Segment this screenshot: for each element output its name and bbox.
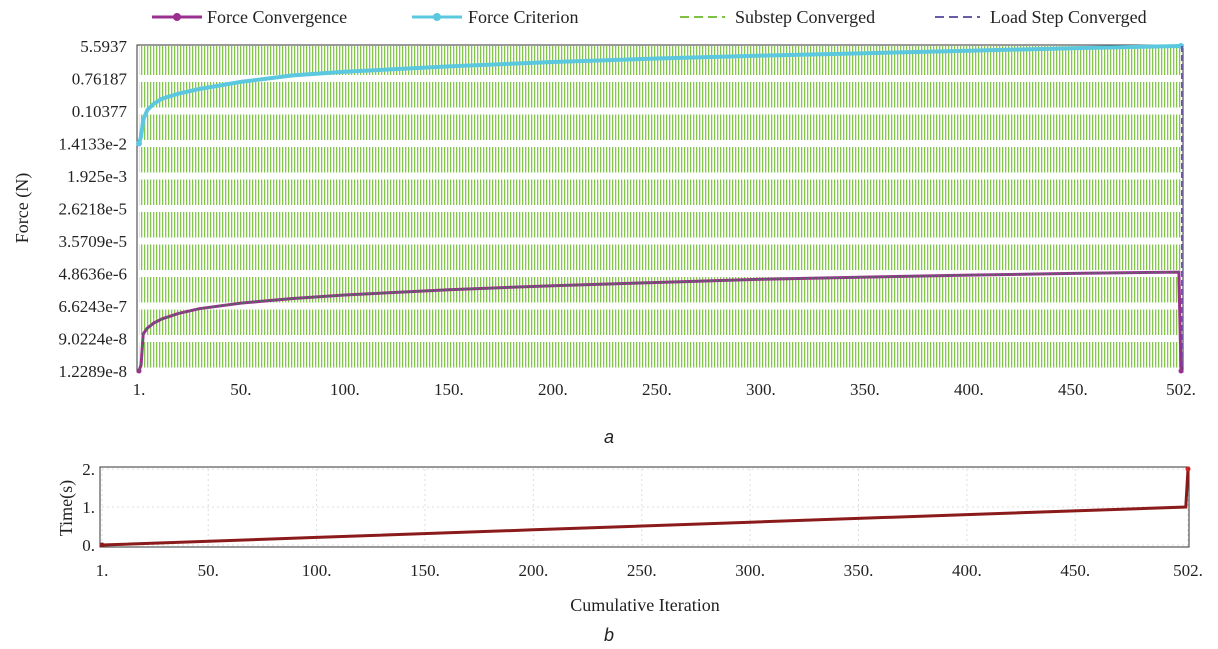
chart-a-y-axis-label: Force (N) (12, 173, 33, 243)
x-tick-label: 400. (954, 380, 984, 399)
x-tick-label: 100. (330, 380, 360, 399)
x-tick-label: 502. (1173, 561, 1203, 580)
panel-label-a: a (604, 427, 614, 447)
legend-label-force-convergence: Force Convergence (207, 7, 347, 27)
y-tick-label: 1.925e-3 (67, 167, 127, 186)
legend-label-force-criterion: Force Criterion (468, 7, 578, 27)
chart-a-x-tick-labels: 1. 50. 100. 150. 200. 250. 300. 350. 400. 450. 502… (133, 380, 1196, 399)
legend-label-substep-converged: Substep Converged (735, 7, 875, 27)
gridline-band (139, 107, 1181, 115)
x-tick-label: 450. (1060, 561, 1090, 580)
legend-item-force-criterion: Force Criterion (412, 7, 578, 27)
legend-item-load-step-converged: Load Step Converged (935, 7, 1147, 27)
chart-a: 5.5937 0.76187 0.10377 1.4133e-2 1.925e-3 2.6… (12, 37, 1196, 447)
x-tick-label: 200. (538, 380, 568, 399)
y-tick-label: 9.0224e-8 (59, 330, 127, 349)
y-tick-label: 1. (82, 498, 95, 517)
y-tick-label: 1.2289e-8 (59, 362, 127, 381)
legend-label-load-step-converged: Load Step Converged (990, 7, 1147, 27)
legend-item-force-convergence: Force Convergence (152, 7, 347, 27)
x-tick-label: 250. (642, 380, 672, 399)
gridline-band (139, 302, 1181, 310)
panel-label-b: b (604, 625, 614, 645)
chart-b: 2.1.0. 1. 50. 100. 150. 200. 250. 300. 350. 400.… (56, 460, 1203, 645)
gridline-band (139, 270, 1181, 277)
x-tick-label: 350. (850, 380, 880, 399)
x-tick-label: 50. (198, 561, 219, 580)
y-tick-label: 4.8636e-6 (59, 265, 127, 284)
x-tick-label: 350. (844, 561, 874, 580)
x-tick-label: 100. (302, 561, 332, 580)
gridline-band (139, 237, 1181, 245)
x-tick-label: 50. (230, 380, 251, 399)
y-tick-label: 1.4133e-2 (59, 135, 127, 154)
y-tick-label: 0. (82, 536, 95, 555)
y-tick-label: 2. (82, 460, 95, 479)
chart-b-x-tick-labels: 1. 50. 100. 150. 200. 250. 300. 350. 400. 450. 502… (96, 561, 1203, 580)
x-tick-label: 400. (952, 561, 982, 580)
series-force-criterion (137, 44, 1182, 145)
y-tick-label: 0.10377 (72, 102, 128, 121)
chart-b-end-markers (99, 466, 1191, 548)
gridline-band (139, 75, 1181, 82)
x-tick-label: 502. (1166, 380, 1196, 399)
y-tick-label: 3.5709e-5 (59, 232, 127, 251)
time-point (99, 542, 105, 548)
y-tick-label: 5.5937 (80, 37, 127, 56)
x-tick-label: 250. (627, 561, 657, 580)
chart-b-gridlines (101, 468, 1189, 546)
chart-a-y-tick-labels: 5.5937 0.76187 0.10377 1.4133e-2 1.925e-3 2.6… (59, 37, 128, 381)
x-tick-label: 300. (746, 380, 776, 399)
x-tick-label: 1. (133, 380, 146, 399)
chart-b-x-axis-label: Cumulative Iteration (570, 595, 719, 615)
gridline-band (139, 205, 1181, 212)
x-tick-label: 200. (518, 561, 548, 580)
chart-b-y-axis-label: Time(s) (56, 480, 77, 536)
gridline-band (139, 367, 1181, 375)
gridline-band (139, 140, 1181, 147)
legend: Force Convergence Force Criterion Subste… (152, 7, 1147, 27)
legend-item-substep-converged: Substep Converged (680, 7, 875, 27)
y-tick-label: 2.6218e-5 (59, 200, 127, 219)
series-force-convergence-overlay (138, 271, 1179, 372)
x-tick-label: 300. (735, 561, 765, 580)
chart-a-horizontal-gridlines (136, 43, 1184, 375)
time-point (1185, 466, 1191, 472)
gridline-band (139, 335, 1181, 342)
y-tick-label: 6.6243e-7 (59, 297, 128, 316)
x-tick-label: 150. (410, 561, 440, 580)
gridline-band (139, 172, 1181, 180)
y-tick-label: 0.76187 (72, 70, 128, 89)
x-tick-label: 150. (434, 380, 464, 399)
series-time (101, 468, 1190, 547)
x-tick-label: 1. (96, 561, 109, 580)
chart-b-y-tick-labels: 2. 1. 0. (82, 460, 95, 555)
x-tick-label: 450. (1058, 380, 1088, 399)
